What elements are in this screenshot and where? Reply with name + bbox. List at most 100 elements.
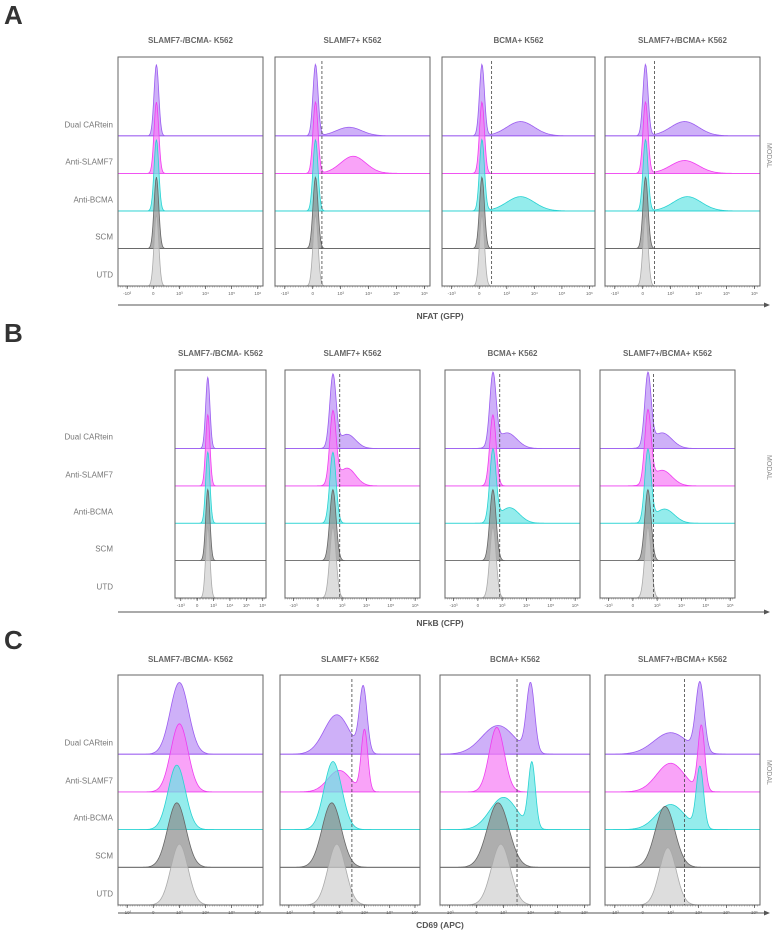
column-title: BCMA+ K562 <box>489 655 541 664</box>
tick-label: 0 <box>317 603 320 608</box>
tick-label: 10⁴ <box>365 291 372 296</box>
tick-label: 10⁶ <box>581 910 588 915</box>
tick-label: -10³ <box>611 910 620 915</box>
column-title: SLAMF7+ K562 <box>320 655 380 664</box>
tick-label: 10⁴ <box>527 910 534 915</box>
tick-label: -10³ <box>123 291 132 296</box>
tick-label: 10⁶ <box>259 603 266 608</box>
tick-label: 10³ <box>176 910 183 915</box>
row-label-utd: UTD <box>96 889 113 899</box>
tick-label: 10⁵ <box>702 603 709 608</box>
row-label-scm: SCM <box>95 544 113 554</box>
row-label-anti-slamf7: Anti-SLAMF7 <box>65 470 113 480</box>
column-title: BCMA+ K562 <box>487 349 538 358</box>
tick-label: 10⁶ <box>727 603 734 608</box>
row-label-anti-bcma: Anti-BCMA <box>73 195 113 205</box>
histogram-dual-cartein <box>118 682 263 755</box>
histogram-panel: -10³ 0 10³ 10⁴ 10⁵ 10⁶ <box>599 369 736 608</box>
histogram-panel: -10³ 0 10³ 10⁴ 10⁵ 10⁶ <box>174 369 267 608</box>
tick-label: 0 <box>477 603 480 608</box>
tick-label: -10³ <box>445 910 454 915</box>
tick-label: 10⁴ <box>226 603 233 608</box>
histogram-panel: -10³ 0 10³ 10⁴ 10⁵ 10⁶ <box>274 56 431 296</box>
column-title: SLAMF7+ K562 <box>323 349 382 358</box>
panel-letter: A <box>4 0 23 30</box>
tick-label: 10⁶ <box>751 910 758 915</box>
column-title: BCMA+ K562 <box>493 36 544 45</box>
tick-label: 10⁴ <box>523 603 530 608</box>
tick-label: 10⁶ <box>751 291 758 296</box>
column-title: SLAMF7+ K562 <box>323 36 382 45</box>
tick-label: 0 <box>478 291 481 296</box>
tick-label: 10³ <box>210 603 217 608</box>
histogram-anti-bcma <box>440 761 590 830</box>
histogram-utd <box>275 213 430 286</box>
tick-label: 10⁵ <box>228 291 235 296</box>
tick-label: -10³ <box>177 603 186 608</box>
histogram-panel: -10³ 0 10³ 10⁴ 10⁵ 10⁶ <box>439 674 591 915</box>
histogram-panel: -10³ 0 10³ 10⁴ 10⁵ 10⁶ <box>444 369 581 608</box>
tick-label: 10⁵ <box>386 910 393 915</box>
row-label-utd: UTD <box>96 270 113 280</box>
tick-label: -10³ <box>123 910 132 915</box>
tick-label: -10³ <box>285 910 294 915</box>
row-label-utd: UTD <box>96 582 113 592</box>
x-axis-label: NFAT (GFP) <box>416 311 464 321</box>
column-title: SLAMF7-/BCMA- K562 <box>148 36 233 45</box>
tick-label: -10³ <box>605 603 614 608</box>
histogram-scm <box>280 802 420 868</box>
tick-label: 10⁶ <box>412 910 419 915</box>
row-label-anti-bcma: Anti-BCMA <box>73 507 113 517</box>
tick-label: 0 <box>632 603 635 608</box>
tick-label: 10⁴ <box>695 291 702 296</box>
tick-label: 0 <box>152 291 155 296</box>
tick-label: 10⁶ <box>572 603 579 608</box>
histogram-utd <box>280 843 420 905</box>
row-label-anti-slamf7: Anti-SLAMF7 <box>65 157 113 167</box>
y-axis-label: MODAL <box>765 760 772 785</box>
tick-label: 10⁶ <box>586 291 593 296</box>
tick-label: 0 <box>196 603 199 608</box>
tick-label: 10⁵ <box>723 291 730 296</box>
histogram-utd <box>605 213 760 286</box>
column-title: SLAMF7+/BCMA+ K562 <box>623 349 712 358</box>
tick-label: 10³ <box>654 603 661 608</box>
histogram-panel: -10³ 0 10³ 10⁴ 10⁵ 10⁶ <box>117 674 264 915</box>
tick-label: 10⁵ <box>387 603 394 608</box>
histogram-utd <box>605 847 760 905</box>
tick-label: 10⁶ <box>254 910 261 915</box>
histogram-panel: -10³ 0 10³ 10⁴ 10⁵ 10⁶ <box>441 56 596 296</box>
tick-label: 10⁵ <box>243 603 250 608</box>
tick-label: 10⁴ <box>361 910 368 915</box>
tick-label: 10³ <box>337 291 344 296</box>
panel-letter: B <box>4 318 23 348</box>
row-label-scm: SCM <box>95 851 113 861</box>
tick-label: -10³ <box>450 603 459 608</box>
tick-label: 10³ <box>500 910 507 915</box>
tick-label: -10³ <box>611 291 620 296</box>
tick-label: 10⁴ <box>363 603 370 608</box>
row-label-scm: SCM <box>95 232 113 242</box>
tick-label: 10⁶ <box>254 291 261 296</box>
tick-label: 0 <box>311 291 314 296</box>
tick-label: 10³ <box>499 603 506 608</box>
panel-letter: C <box>4 625 23 655</box>
tick-label: 0 <box>152 910 155 915</box>
tick-label: 10⁴ <box>678 603 685 608</box>
histogram-dual-cartein <box>280 684 420 755</box>
histogram-panel: -10³ 0 10³ 10⁴ 10⁵ 10⁶ <box>604 674 761 915</box>
histogram-dual-cartein <box>605 681 760 755</box>
tick-label: 10⁵ <box>393 291 400 296</box>
tick-label: 10⁵ <box>228 910 235 915</box>
tick-label: -10³ <box>290 603 299 608</box>
histogram-panel: -10³ 0 10³ 10⁴ 10⁵ 10⁶ <box>284 369 421 608</box>
histogram-utd <box>442 213 595 286</box>
histogram-panel: -10³ 0 10³ 10⁴ 10⁵ 10⁶ <box>604 56 761 296</box>
tick-label: 10³ <box>667 291 674 296</box>
tick-label: 10⁴ <box>531 291 538 296</box>
tick-label: 10³ <box>339 603 346 608</box>
tick-label: 10³ <box>336 910 343 915</box>
row-label-anti-slamf7: Anti-SLAMF7 <box>65 776 113 786</box>
